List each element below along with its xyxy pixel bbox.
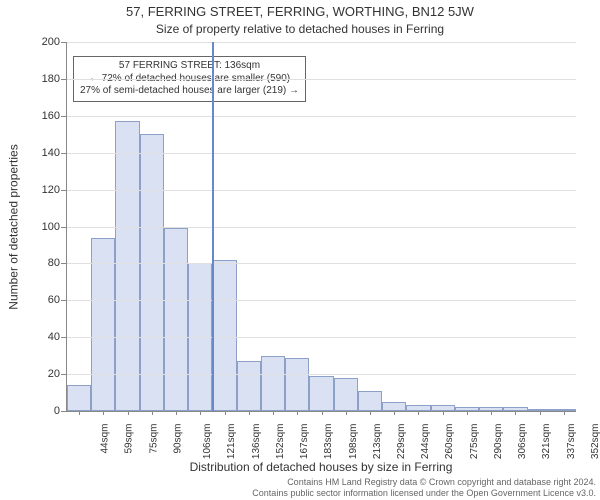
x-tick: [467, 411, 468, 415]
chart-subtitle: Size of property relative to detached ho…: [0, 22, 600, 36]
y-tick-label: 160: [30, 110, 60, 122]
chart-container: 57, FERRING STREET, FERRING, WORTHING, B…: [0, 0, 600, 500]
y-tick-label: 200: [30, 36, 60, 48]
y-tick-label: 20: [30, 368, 60, 380]
x-tick: [394, 411, 395, 415]
footer-line-2: Contains public sector information licen…: [0, 488, 596, 498]
x-tick-label: 136sqm: [251, 424, 262, 460]
x-tick-label: 260sqm: [445, 424, 456, 460]
y-tick: [61, 42, 66, 43]
x-tick: [200, 411, 201, 415]
y-tick: [61, 374, 66, 375]
x-tick: [418, 411, 419, 415]
x-tick-label: 106sqm: [202, 424, 213, 460]
x-tick: [370, 411, 371, 415]
y-tick: [61, 227, 66, 228]
histogram-bar: [309, 376, 333, 411]
histogram-bar: [67, 385, 91, 411]
x-tick: [515, 411, 516, 415]
chart-title: 57, FERRING STREET, FERRING, WORTHING, B…: [0, 4, 600, 19]
x-tick-label: 44sqm: [100, 424, 111, 454]
gridline: [67, 337, 576, 338]
histogram-bar: [212, 260, 236, 411]
y-tick: [61, 411, 66, 412]
histogram-bar: [164, 228, 188, 411]
x-tick: [176, 411, 177, 415]
histogram-bar: [237, 361, 261, 411]
y-tick-label: 100: [30, 221, 60, 233]
annotation-line: 27% of semi-detached houses are larger (…: [80, 85, 299, 98]
gridline: [67, 227, 576, 228]
histogram-bar: [140, 134, 164, 411]
gridline: [67, 300, 576, 301]
x-tick-label: 75sqm: [148, 424, 159, 454]
y-tick-label: 60: [30, 294, 60, 306]
histogram-bar: [261, 356, 285, 411]
x-tick: [491, 411, 492, 415]
y-tick: [61, 153, 66, 154]
x-tick: [79, 411, 80, 415]
x-tick-label: 244sqm: [420, 424, 431, 460]
x-tick-label: 152sqm: [275, 424, 286, 460]
x-tick: [128, 411, 129, 415]
x-tick-label: 121sqm: [226, 424, 237, 460]
gridline: [67, 374, 576, 375]
y-tick-label: 0: [30, 405, 60, 417]
histogram-bar: [285, 358, 309, 412]
histogram-bar: [382, 402, 406, 411]
x-tick: [273, 411, 274, 415]
x-tick: [322, 411, 323, 415]
y-tick: [61, 116, 66, 117]
chart-footer: Contains HM Land Registry data © Crown c…: [0, 477, 600, 498]
plot-area: 57 FERRING STREET: 136sqm← 72% of detach…: [66, 42, 576, 412]
gridline: [67, 190, 576, 191]
y-tick: [61, 263, 66, 264]
x-tick-label: 229sqm: [396, 424, 407, 460]
y-tick-label: 140: [30, 147, 60, 159]
x-tick: [346, 411, 347, 415]
x-tick-label: 167sqm: [299, 424, 310, 460]
x-tick-label: 352sqm: [590, 424, 600, 460]
gridline: [67, 79, 576, 80]
x-axis-label: Distribution of detached houses by size …: [66, 460, 576, 474]
gridline: [67, 263, 576, 264]
x-tick-label: 337sqm: [566, 424, 577, 460]
x-tick-label: 321sqm: [541, 424, 552, 460]
y-tick-label: 120: [30, 184, 60, 196]
x-tick: [103, 411, 104, 415]
y-tick-label: 80: [30, 257, 60, 269]
y-tick: [61, 79, 66, 80]
highlight-line: [212, 42, 214, 411]
x-tick-label: 275sqm: [469, 424, 480, 460]
x-tick: [225, 411, 226, 415]
y-tick: [61, 337, 66, 338]
x-tick: [249, 411, 250, 415]
x-tick-label: 59sqm: [124, 424, 135, 454]
x-tick-label: 306sqm: [517, 424, 528, 460]
y-axis-label: Number of detached properties: [6, 42, 22, 412]
x-tick: [564, 411, 565, 415]
histogram-bar: [115, 121, 139, 411]
gridline: [67, 42, 576, 43]
y-tick: [61, 300, 66, 301]
x-tick-label: 198sqm: [348, 424, 359, 460]
x-tick-label: 213sqm: [372, 424, 383, 460]
x-tick: [152, 411, 153, 415]
x-tick: [297, 411, 298, 415]
gridline: [67, 153, 576, 154]
histogram-bar: [358, 391, 382, 411]
histogram-bar: [334, 378, 358, 411]
x-tick-label: 90sqm: [172, 424, 183, 454]
y-tick: [61, 190, 66, 191]
x-tick: [540, 411, 541, 415]
x-tick-label: 290sqm: [493, 424, 504, 460]
x-tick: [443, 411, 444, 415]
y-tick-label: 180: [30, 73, 60, 85]
footer-line-1: Contains HM Land Registry data © Crown c…: [0, 477, 596, 487]
y-tick-label: 40: [30, 331, 60, 343]
x-tick-label: 183sqm: [323, 424, 334, 460]
gridline: [67, 116, 576, 117]
annotation-line: 57 FERRING STREET: 136sqm: [80, 60, 299, 73]
